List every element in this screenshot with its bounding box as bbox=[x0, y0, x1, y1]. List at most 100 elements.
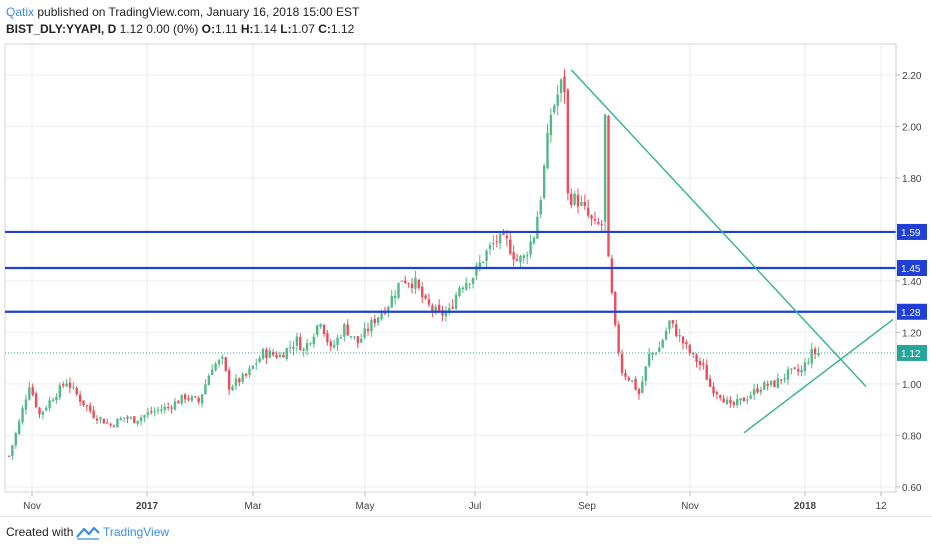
candle-body bbox=[512, 252, 515, 260]
candle-body bbox=[278, 354, 282, 358]
candle-body bbox=[387, 307, 390, 312]
candle-body bbox=[255, 363, 258, 365]
low-label: L: bbox=[280, 22, 292, 36]
candle-body bbox=[597, 221, 600, 224]
tradingview-brand-link[interactable]: TradingView bbox=[103, 525, 170, 539]
candle-body bbox=[173, 401, 177, 410]
candle-body bbox=[664, 330, 668, 340]
candle-body bbox=[139, 417, 143, 422]
candle-body bbox=[651, 352, 654, 355]
level-price-tag bbox=[897, 260, 927, 276]
created-with-label: Created with bbox=[6, 525, 74, 539]
level-price-label: 1.28 bbox=[901, 308, 921, 319]
candles bbox=[7, 68, 820, 460]
candle-body bbox=[712, 386, 715, 394]
candle-body bbox=[241, 373, 244, 382]
candle-body bbox=[461, 287, 465, 290]
candle-body bbox=[424, 295, 427, 299]
candle-body bbox=[366, 328, 370, 331]
candle-body bbox=[316, 325, 319, 335]
candle-body bbox=[227, 370, 231, 390]
candle-body bbox=[102, 418, 106, 424]
candle-body bbox=[627, 377, 631, 381]
price-axis[interactable]: 2.20 2.00 1.80 1.40 1.20 1.00 0.80 0.60 bbox=[896, 71, 922, 494]
candle-body bbox=[678, 335, 681, 337]
candle-body bbox=[238, 378, 241, 383]
candle-body bbox=[810, 348, 813, 364]
candle-body bbox=[376, 317, 380, 323]
candle-body bbox=[329, 341, 332, 347]
candle-body bbox=[586, 207, 590, 216]
candle-body bbox=[305, 343, 309, 351]
candle-body bbox=[143, 415, 146, 418]
candle-body bbox=[119, 418, 122, 421]
candle-body bbox=[515, 259, 519, 261]
candle-body bbox=[756, 388, 759, 393]
published-text: published on TradingView.com, January 16… bbox=[37, 5, 360, 19]
candle-body bbox=[790, 368, 793, 370]
candle-body bbox=[702, 363, 705, 366]
candle-body bbox=[48, 400, 51, 409]
candle-body bbox=[719, 395, 722, 398]
candle-body bbox=[112, 425, 116, 427]
symbol-label: BIST_DLY:YYAPI, D bbox=[6, 22, 117, 36]
high-label: H: bbox=[240, 22, 254, 36]
candle-body bbox=[349, 336, 353, 338]
candle-body bbox=[45, 407, 48, 411]
grid bbox=[5, 44, 896, 492]
candle-body bbox=[610, 258, 614, 293]
level-price-label: 1.59 bbox=[901, 228, 921, 239]
candle-body bbox=[146, 412, 150, 416]
candle-body bbox=[583, 202, 586, 206]
candle-body bbox=[393, 295, 397, 299]
candle-body bbox=[454, 294, 458, 309]
candle-body bbox=[136, 420, 139, 424]
candle-body bbox=[685, 342, 688, 344]
candle-body bbox=[590, 215, 593, 219]
candle-body bbox=[803, 362, 807, 372]
close-label: C: bbox=[318, 22, 331, 36]
candle-body bbox=[356, 336, 360, 344]
x-tick-label: 12 bbox=[875, 501, 887, 512]
candle-body bbox=[89, 405, 92, 412]
candle-body bbox=[234, 378, 238, 387]
candle-body bbox=[126, 416, 129, 419]
candle-body bbox=[522, 255, 526, 259]
candle-body bbox=[414, 277, 417, 289]
candle-body bbox=[708, 378, 712, 387]
candle-body bbox=[183, 394, 187, 400]
candle-body bbox=[363, 328, 366, 338]
candle-body bbox=[417, 279, 421, 288]
candle-body bbox=[244, 373, 248, 376]
candle-body bbox=[434, 306, 437, 313]
candle-body bbox=[265, 349, 268, 359]
candle-body bbox=[65, 383, 68, 387]
author-link[interactable]: Qatix bbox=[6, 5, 35, 19]
time-axis[interactable]: Nov 2017 Mar May Jul Sep Nov 2018 12 bbox=[23, 492, 887, 512]
candle-body bbox=[783, 378, 786, 380]
x-tick-label: Mar bbox=[244, 501, 262, 512]
candle-body bbox=[631, 380, 634, 382]
candle-body bbox=[681, 336, 685, 344]
candle-body bbox=[807, 362, 810, 364]
candle-body bbox=[326, 332, 329, 343]
candle-body bbox=[492, 242, 495, 245]
candle-body bbox=[31, 387, 34, 395]
candle-body bbox=[150, 411, 153, 413]
candle-body bbox=[336, 337, 339, 346]
y-tick-label: 2.00 bbox=[902, 122, 922, 133]
candle-body bbox=[116, 418, 119, 428]
candle-body bbox=[99, 417, 102, 420]
price-chart[interactable]: 1.59 1.45 1.28 1.12 2.20 2.00 1.80 1.40 1.20 1.0… bbox=[0, 0, 932, 516]
trendlines bbox=[570, 69, 894, 434]
close-value: 1.12 bbox=[330, 22, 355, 36]
x-tick-label: Sep bbox=[578, 501, 596, 512]
candle-body bbox=[251, 365, 255, 369]
candle-body bbox=[546, 132, 549, 169]
candle-body bbox=[268, 350, 271, 358]
candle-body bbox=[715, 391, 719, 395]
candle-body bbox=[41, 411, 45, 415]
candle-body bbox=[106, 422, 109, 424]
candle-body bbox=[11, 445, 14, 457]
candle-body bbox=[451, 306, 454, 309]
